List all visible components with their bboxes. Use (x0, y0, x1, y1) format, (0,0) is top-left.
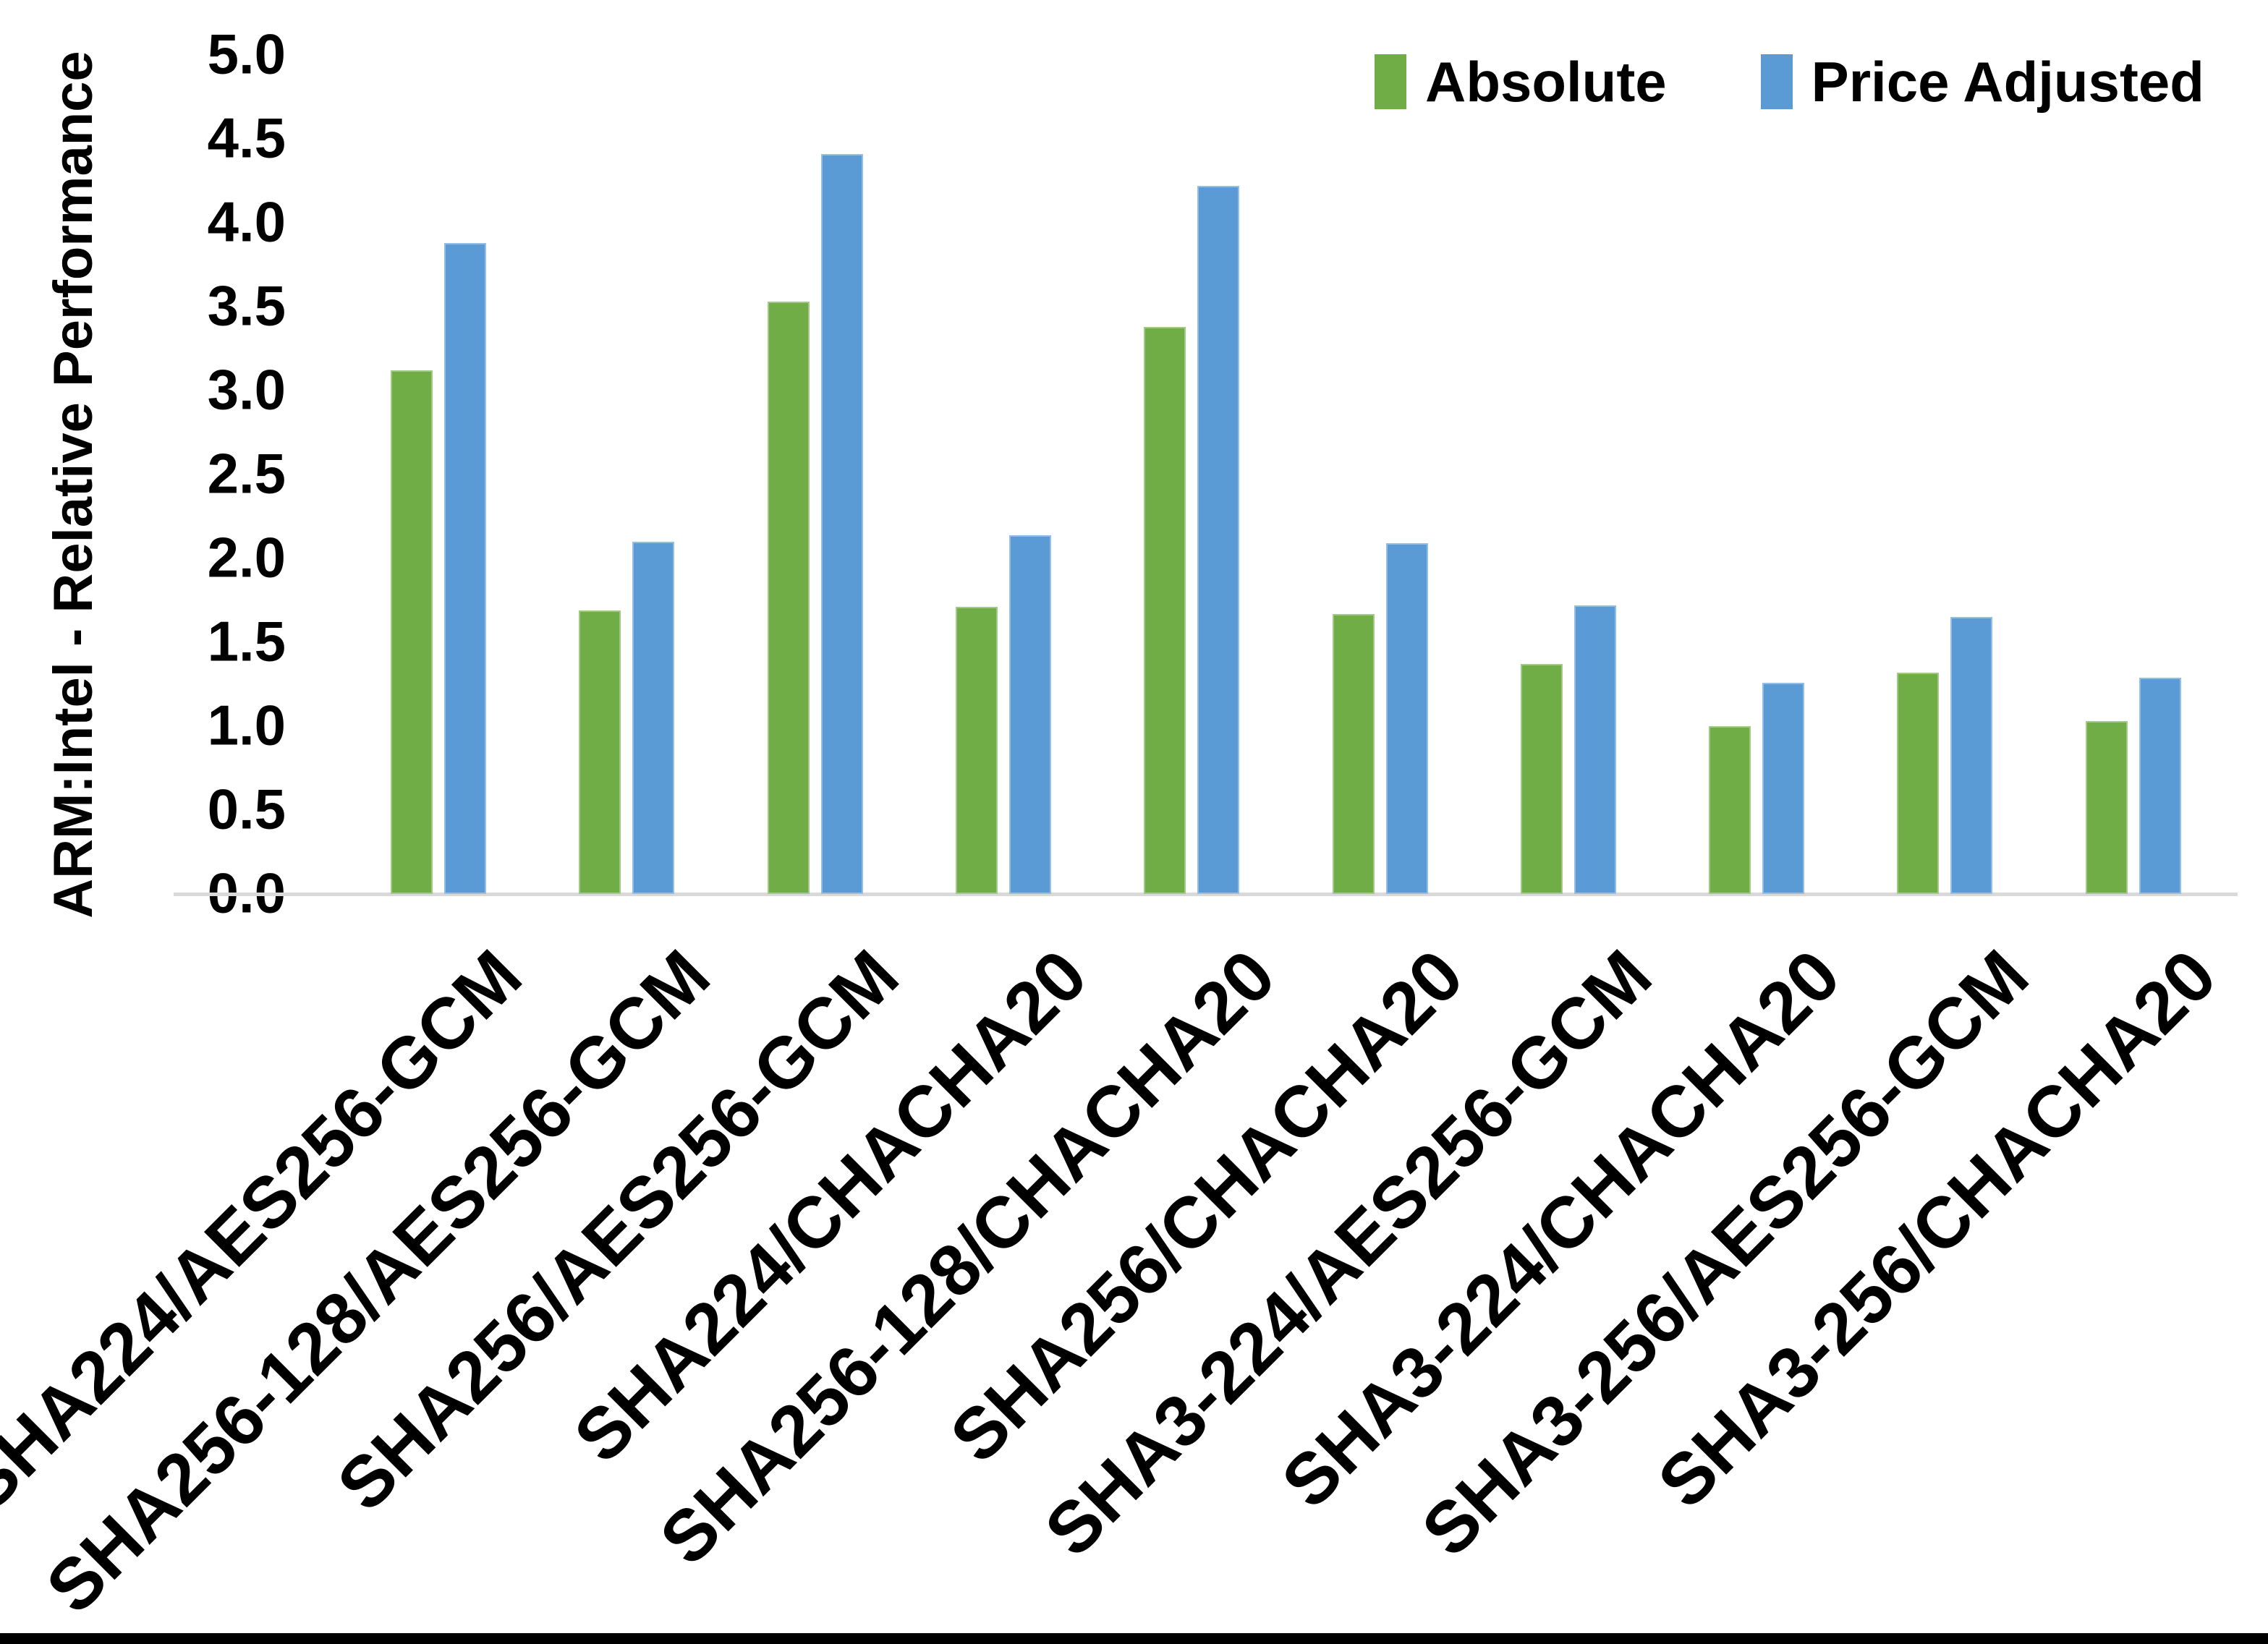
bar-absolute-sha3-256-chacha20 (2085, 721, 2128, 894)
bar-price-adjusted-sha224-chacha20 (1008, 534, 1051, 894)
bar-price-adjusted-sha224-aes256-gcm (444, 242, 486, 894)
bar-absolute-sha256-128-aes256-gcm (579, 610, 621, 894)
bar-price-adjusted-sha256-128-aes256-gcm (632, 541, 675, 894)
y-tick-label-3.5: 3.5 (207, 273, 286, 338)
y-tick-label-0.5: 0.5 (207, 777, 286, 841)
bar-absolute-sha3-256-aes256-gcm (1897, 672, 1940, 894)
y-tick-label-5.0: 5.0 (207, 22, 286, 86)
bar-price-adjusted-sha3-256-aes256-gcm (1950, 617, 1993, 894)
bottom-border (0, 1633, 2268, 1644)
legend-swatch-price-adjusted (1760, 54, 1793, 109)
y-tick-label-1.0: 1.0 (207, 693, 286, 757)
y-tick-label-3.0: 3.0 (207, 357, 286, 422)
bar-price-adjusted-sha3-256-chacha20 (2139, 677, 2181, 894)
y-tick-label-1.5: 1.5 (207, 609, 286, 673)
legend-label-absolute: Absolute (1425, 50, 1667, 114)
bar-price-adjusted-sha3-224-aes256-gcm (1573, 605, 1616, 894)
x-axis-line (174, 893, 2238, 896)
bar-absolute-sha3-224-aes256-gcm (1520, 664, 1563, 894)
legend: Absolute Price Adjusted (1375, 49, 2204, 114)
bar-price-adjusted-sha256-aes256-gcm (820, 153, 863, 894)
bar-absolute-sha256-aes256-gcm (767, 302, 810, 894)
bar-price-adjusted-sha256-chacha20 (1385, 543, 1428, 894)
y-tick-label-4.0: 4.0 (207, 189, 286, 254)
legend-label-price-adjusted: Price Adjusted (1811, 50, 2204, 114)
legend-item-absolute: Absolute (1375, 49, 1667, 114)
legend-swatch-absolute (1375, 54, 1406, 109)
y-tick-label-4.5: 4.5 (207, 106, 286, 170)
bar-absolute-sha3-224-chacha20 (1709, 726, 1751, 894)
bar-price-adjusted-sha256-128-chacha20 (1197, 185, 1240, 894)
bar-absolute-sha256-128-chacha20 (1144, 326, 1186, 894)
y-tick-label-2.0: 2.0 (207, 525, 286, 589)
bar-absolute-sha224-chacha20 (955, 607, 998, 894)
legend-item-price-adjusted: Price Adjusted (1760, 49, 2204, 114)
bar-price-adjusted-sha3-224-chacha20 (1762, 682, 1805, 894)
y-tick-label-2.5: 2.5 (207, 441, 286, 506)
bar-absolute-sha224-aes256-gcm (391, 370, 433, 894)
bar-absolute-sha256-chacha20 (1332, 613, 1375, 894)
